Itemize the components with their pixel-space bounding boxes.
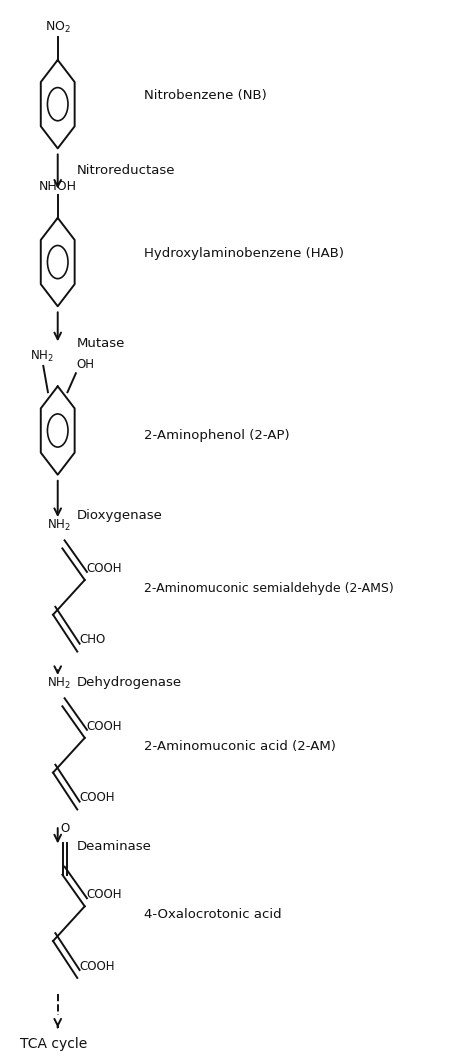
Text: COOH: COOH bbox=[87, 888, 122, 901]
Text: 2-Aminomuconic semialdehyde (2-AMS): 2-Aminomuconic semialdehyde (2-AMS) bbox=[144, 581, 393, 595]
Text: COOH: COOH bbox=[87, 719, 122, 732]
Text: NH$_2$: NH$_2$ bbox=[47, 518, 71, 533]
Text: Hydroxylaminobenzene (HAB): Hydroxylaminobenzene (HAB) bbox=[144, 247, 344, 260]
Text: COOH: COOH bbox=[79, 792, 115, 804]
Text: CHO: CHO bbox=[79, 633, 105, 646]
Text: Deaminase: Deaminase bbox=[76, 840, 151, 853]
Text: COOH: COOH bbox=[79, 959, 115, 973]
Text: NO$_2$: NO$_2$ bbox=[45, 19, 71, 35]
Text: Mutase: Mutase bbox=[76, 336, 125, 350]
Text: COOH: COOH bbox=[87, 561, 122, 575]
Text: Dioxygenase: Dioxygenase bbox=[76, 509, 162, 522]
Text: Nitrobenzene (NB): Nitrobenzene (NB) bbox=[144, 89, 266, 102]
Text: Nitroreductase: Nitroreductase bbox=[76, 164, 175, 177]
Text: 2-Aminophenol (2-AP): 2-Aminophenol (2-AP) bbox=[144, 430, 290, 442]
Text: TCA cycle: TCA cycle bbox=[20, 1038, 88, 1051]
Text: O: O bbox=[61, 821, 70, 835]
Text: Dehydrogenase: Dehydrogenase bbox=[76, 676, 182, 689]
Text: 4-Oxalocrotonic acid: 4-Oxalocrotonic acid bbox=[144, 908, 282, 921]
Text: NH$_2$: NH$_2$ bbox=[30, 349, 54, 364]
Text: OH: OH bbox=[77, 359, 95, 371]
Text: 2-Aminomuconic acid (2-AM): 2-Aminomuconic acid (2-AM) bbox=[144, 740, 336, 753]
Text: NH$_2$: NH$_2$ bbox=[47, 676, 71, 691]
Text: NHOH: NHOH bbox=[39, 179, 77, 193]
